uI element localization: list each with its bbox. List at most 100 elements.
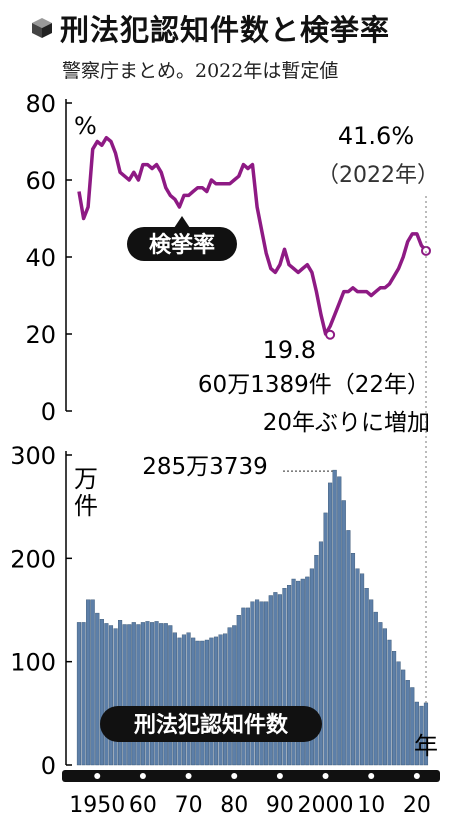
crime-count-bar: [241, 607, 246, 766]
crime-count-bar: [396, 661, 401, 766]
crime-count-bar: [369, 599, 374, 766]
crime-count-bar: [145, 621, 150, 766]
x-axis-tick-dot: [94, 773, 101, 779]
x-axis-tick-label: 2000: [298, 793, 354, 818]
crime-count-bar: [86, 599, 91, 766]
x-axis-tick-label: 20: [403, 793, 431, 818]
series-pill-pointer: [174, 216, 190, 228]
crime-count-bar: [309, 568, 314, 766]
crime-count-bar: [195, 640, 200, 766]
crime-count-bar: [378, 622, 383, 766]
crime-count-bar: [131, 622, 136, 766]
bar-y-unit-bottom: 件: [74, 492, 98, 520]
crime-count-bar: [227, 627, 232, 766]
crime-count-bar: [300, 578, 305, 766]
x-axis-tick-dot: [231, 773, 238, 779]
crime-count-bar: [323, 512, 328, 766]
crime-count-bar: [318, 541, 324, 766]
crime-count-bar: [268, 595, 273, 766]
crime-count-bar: [232, 625, 237, 766]
crime-count-bar: [346, 530, 351, 766]
crime-count-bar: [90, 599, 95, 766]
arrest-rate-panel: 0 20 40 60 80% 検挙率 41.6% （2022年） 19.8: [25, 90, 439, 426]
x-axis-tick-dot: [322, 773, 329, 779]
crime-count-bar: [191, 637, 196, 766]
crime-count-bar: [337, 476, 342, 766]
title-row: 刑法犯認知件数と検挙率: [30, 8, 390, 48]
crime-count-bar: [401, 669, 406, 766]
crime-count-panel: 0 100 200 300 万件 285万3739 60万1389件（22年） 20年ぶりに増…: [10, 372, 430, 780]
crime-count-bar: [296, 580, 301, 766]
min-value-label: 19.8: [263, 336, 316, 364]
line-y-unit: %: [74, 112, 97, 140]
crime-count-bar: [104, 623, 109, 766]
bar-y-tick-label: 100: [10, 649, 56, 677]
crime-count-bar: [291, 578, 296, 766]
latest-note-label: 20年ぶりに増加: [263, 410, 430, 436]
x-axis-tick-label: 1950: [69, 793, 125, 818]
shared-axis: 1950 60 70 80 90 2000 10 20 年: [62, 196, 440, 818]
crime-count-bar: [341, 500, 346, 766]
crime-count-bar: [250, 601, 255, 766]
crime-count-bar: [360, 573, 365, 766]
x-axis-tick-label: 90: [266, 793, 294, 818]
arrest-rate-line: [77, 135, 428, 336]
crime-count-bar: [287, 585, 292, 766]
crime-count-bar: [410, 687, 415, 766]
chart-subtitle: 警察庁まとめ。2022年は暫定値: [62, 60, 339, 82]
crime-count-bar: [200, 640, 205, 766]
crime-count-bar: [204, 639, 209, 766]
chart-title: 刑法犯認知件数と検挙率: [60, 13, 391, 47]
x-axis-tick-label: 80: [220, 793, 248, 818]
crime-count-bar: [163, 623, 168, 766]
crime-count-bar: [414, 701, 419, 766]
crime-count-bar: [218, 634, 223, 766]
crime-count-bar: [117, 620, 123, 766]
end-value-label: 41.6%: [338, 122, 414, 150]
latest-value-label: 60万1389件（22年）: [198, 372, 430, 398]
crime-count-bar: [154, 621, 159, 766]
line-y-tick-label: 20: [25, 321, 56, 349]
x-axis-tick-dot: [185, 773, 192, 779]
bar-y-tick-label: 200: [10, 545, 56, 573]
line-y-tick-label: 60: [25, 167, 56, 195]
crime-count-bar: [387, 639, 392, 766]
crime-count-bar: [209, 637, 214, 766]
crime-count-bar: [113, 628, 118, 766]
crime-count-bar: [364, 588, 369, 766]
x-axis-tick-dot: [368, 773, 375, 779]
bar-y-tick-label: 0: [41, 752, 56, 780]
crime-count-bar: [405, 680, 410, 766]
crime-count-bar: [140, 622, 145, 766]
crime-count-bar: [273, 592, 278, 766]
crime-count-bar: [177, 637, 182, 766]
crime-count-bar: [373, 611, 378, 766]
crime-count-bar: [127, 624, 132, 766]
crime-count-bar: [108, 625, 114, 766]
peak-value-label: 285万3739: [142, 454, 267, 480]
crime-count-bar: [305, 576, 310, 766]
line-y-tick-label: 0: [41, 398, 56, 426]
crime-count-bar: [382, 628, 387, 766]
crime-count-bar: [236, 615, 241, 766]
crime-count-bar: [264, 601, 269, 766]
crime-count-bar: [149, 622, 155, 766]
crime-count-bar: [99, 619, 104, 766]
crime-count-bar: [259, 601, 264, 766]
end-point-marker: [421, 245, 431, 256]
crime-count-bar: [277, 594, 282, 766]
bar-series-pill: [100, 706, 322, 742]
bar-series-pill-label: 刑法犯認知件数: [134, 712, 289, 738]
crime-count-bar: [222, 633, 228, 766]
crime-count-bar: [181, 634, 187, 766]
x-axis-unit: 年: [414, 732, 438, 760]
x-axis-tick-label: 60: [129, 793, 157, 818]
crime-count-bar: [81, 622, 86, 766]
line-y-tick-label: 40: [25, 244, 56, 272]
x-axis-tick-dot: [413, 773, 420, 779]
crime-count-bar: [136, 624, 141, 766]
crime-count-bar: [168, 625, 173, 766]
series-pill: [127, 227, 237, 261]
x-axis-tick-dot: [139, 773, 146, 779]
crime-count-bar: [122, 624, 127, 766]
